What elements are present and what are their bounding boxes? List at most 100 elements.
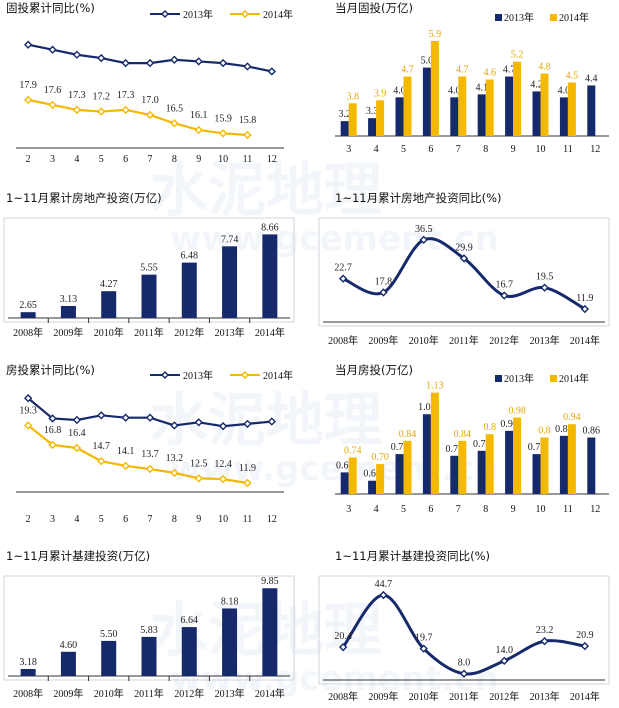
data-point [23,421,33,430]
data-point [170,421,179,430]
x-tick-label: 2012年 [174,687,204,700]
chart-title: 当月房投(万亿) [335,363,413,377]
data-label: 0.84 [454,429,472,440]
x-tick-label: 2009年 [53,687,83,700]
x-tick-label: 7 [148,514,153,525]
data-point [218,422,228,431]
data-label: 4.2 [530,79,543,90]
chart-title: 1~11月累计基建投资同比(%) [335,549,490,563]
data-label: 0.76 [391,442,409,453]
data-label: 3.9 [374,88,387,99]
x-tick-label: 5 [401,144,406,155]
data-label: 4.0 [558,85,571,96]
legend-swatch-0 [495,375,502,382]
bar-chart: 3 4 5 6 7 8 9 10 11 12 0.65 0.60 0.76 1.00 0.75 0.78 0.9… [335,372,609,515]
bar [222,246,238,318]
data-point [379,590,388,600]
data-label: 4.8 [538,62,551,73]
data-label: 4.0 [448,85,461,96]
data-label: 19.5 [536,272,554,283]
data-point [72,443,82,453]
data-point [338,642,348,652]
data-label: 0.78 [473,439,491,450]
bar [60,651,76,676]
data-label: 12.4 [214,459,232,470]
data-point [580,304,590,314]
x-tick-label: 4 [374,144,379,155]
bar [485,434,494,494]
bar [540,73,549,136]
chart-title: 1~11月累计基建投资(万亿) [6,549,151,563]
data-point [218,474,228,484]
data-label: 5.2 [511,50,523,61]
bar [60,305,76,318]
data-label: 19.7 [415,633,433,644]
x-tick-label: 2011年 [449,690,479,703]
x-tick-label: 8 [483,504,488,515]
x-tick-label: 4 [74,154,79,165]
data-point [243,478,252,488]
data-label: 0.90 [500,419,517,430]
x-tick-label: 11 [243,514,253,525]
x-tick-label: 10 [536,144,546,155]
data-label: 13.7 [141,449,159,460]
x-tick-label: 12 [267,514,277,525]
x-tick-label: 5 [99,154,104,165]
x-tick-label: 2014年 [570,334,600,347]
legend-marker-1 [241,371,249,379]
data-label: 15.8 [239,115,257,126]
data-point [170,468,179,478]
plot-frame [318,217,610,327]
data-label: 17.3 [68,90,86,101]
data-point [121,413,130,422]
legend-label-0: 2013年 [183,369,213,382]
data-label: 4.7 [456,65,469,76]
x-tick-label: 5 [99,514,104,525]
bar-chart: 2008年 2009年 2010年 2011年 2012年 2013年 2014年 2.65 3… [3,217,295,339]
x-tick-label: 2013年 [530,690,560,703]
chart-title: 固投累计同比(%) [6,1,95,15]
bar [567,82,576,136]
data-label: 17.6 [44,85,62,96]
x-tick-label: 6 [123,154,128,165]
legend: 2013年 2014年 [150,369,293,382]
data-point [379,288,388,297]
legend: 2013年 2014年 [150,8,293,21]
x-tick-label: 2010年 [409,690,439,703]
chart-title: 房投累计同比(%) [6,363,95,377]
bar [587,437,596,494]
data-label: 17.0 [141,95,159,106]
x-tick-label: 6 [428,144,433,155]
bar [477,94,486,136]
x-tick-label: 2010年 [94,687,124,700]
bar [181,627,197,676]
x-tick-label: 2014年 [255,687,285,700]
bar-chart: 3 4 5 6 7 8 9 10 11 12 3.2 3.3 4.0 5.0 4.0 4.1 4.7 4.2 4.0… [335,11,609,155]
data-point [23,40,33,49]
bar [513,417,522,494]
legend-label-0: 2013年 [183,8,213,21]
bar [101,640,117,676]
x-tick-label: 10 [218,154,228,165]
data-point [97,107,106,116]
data-label: 4.7 [503,65,515,76]
bar [262,588,278,676]
chart-panel-monthly-fixed-investment: 当月固投(万亿) 3 4 5 6 7 8 9 10 11 12 3.2 3.3 4.0 5.0 4.0 4.1… [315,0,619,175]
bar [348,457,357,494]
legend-label-1: 2014年 [559,11,589,24]
data-label: 4.6 [483,68,496,79]
bar [403,440,412,494]
bar-chart: 2008年 2009年 2010年 2011年 2012年 2013年 2014年 3.18 4… [3,575,295,700]
legend-marker-1 [241,10,249,18]
legend-label-1: 2014年 [263,8,293,21]
data-point [145,413,155,422]
data-point [459,669,469,678]
data-point [419,235,428,245]
data-label: 4.5 [566,70,579,81]
legend: 2013年 2014年 [495,372,589,385]
data-label: 4.27 [100,279,118,290]
bar [376,100,385,136]
x-tick-label: 9 [196,154,201,165]
data-label: 16.7 [496,280,514,291]
data-label: 0.86 [583,426,601,437]
